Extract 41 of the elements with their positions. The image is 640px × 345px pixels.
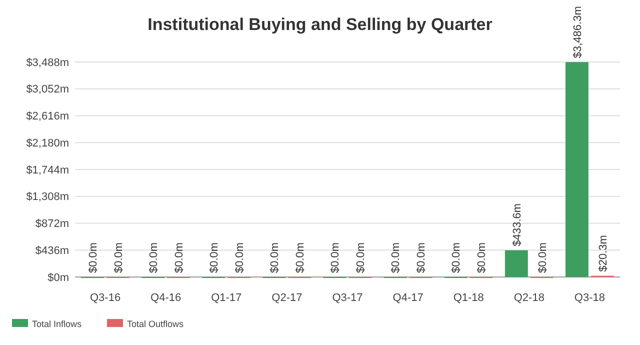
data-label: $0.0m xyxy=(234,242,246,273)
x-tick-label: Q2-18 xyxy=(514,292,544,304)
x-tick-label: Q1-18 xyxy=(453,292,484,304)
y-tick-label: $2,180m xyxy=(26,137,69,150)
data-label: $3,486.3m xyxy=(572,6,584,58)
y-tick-label: $3,488m xyxy=(26,56,69,69)
chart-title: Institutional Buying and Selling by Quarter xyxy=(148,15,493,34)
x-tick-label: Q4-17 xyxy=(392,292,424,304)
y-tick-label: $0m xyxy=(48,272,69,284)
data-label: $0.0m xyxy=(173,242,186,273)
x-tick-label: Q4-16 xyxy=(150,292,182,304)
legend-label: Total Outflows xyxy=(127,319,184,329)
data-label: $0.0m xyxy=(390,242,402,273)
data-label: $0.0m xyxy=(112,242,125,273)
y-tick-label: $1,308m xyxy=(26,191,69,204)
y-tick-label: $1,744m xyxy=(26,164,69,176)
data-label: $0.0m xyxy=(148,242,160,273)
x-tick-label: Q3-16 xyxy=(90,292,121,304)
x-tick-label: Q2-17 xyxy=(272,292,302,304)
x-tick-label: Q3-18 xyxy=(574,292,606,304)
data-label: $0.0m xyxy=(416,242,428,273)
data-label: $0.0m xyxy=(536,242,549,273)
data-label: $0.0m xyxy=(269,242,282,273)
data-label: $0.0m xyxy=(87,242,100,273)
y-tick-label: $872m xyxy=(35,218,69,230)
legend-label: Total Inflows xyxy=(32,319,82,329)
data-label: $0.0m xyxy=(476,242,488,273)
data-label: $0.0m xyxy=(355,242,368,273)
x-tick-label: Q3-17 xyxy=(332,292,363,304)
data-label: $0.0m xyxy=(208,242,220,273)
x-tick-label: Q1-17 xyxy=(211,292,242,304)
bar xyxy=(504,250,528,277)
y-tick-label: $2,616m xyxy=(26,110,69,123)
y-tick-label: $3,052m xyxy=(26,84,69,96)
data-label: $433.6m xyxy=(511,203,524,246)
data-label: $0.0m xyxy=(330,242,342,273)
data-label: $0.0m xyxy=(294,242,307,273)
bar xyxy=(566,62,588,277)
y-tick-label: $436m xyxy=(35,244,69,257)
data-label: $0.0m xyxy=(450,242,463,273)
data-label: $20.3m xyxy=(597,235,610,272)
